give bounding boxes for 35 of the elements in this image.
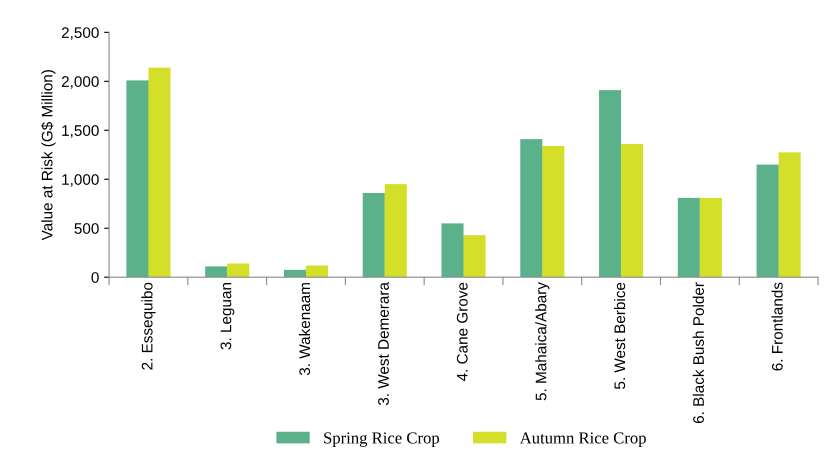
bar xyxy=(227,263,250,278)
bar xyxy=(542,146,564,278)
x-tick-label: 5. West Berbice xyxy=(614,282,626,390)
x-tick-label: 2. Essequibo xyxy=(141,282,156,370)
bar xyxy=(464,235,486,278)
bar xyxy=(778,152,801,278)
y-axis-title: Value at Risk (G$ Million) xyxy=(41,70,56,240)
bar xyxy=(384,184,407,278)
x-tick-label: 6. Black Bush Polder xyxy=(692,282,704,424)
bar xyxy=(520,139,542,278)
y-tick-label: 0 xyxy=(91,272,99,283)
bar xyxy=(441,223,464,278)
x-tick-label: 4. Cane Grove xyxy=(456,282,468,382)
x-tick-label: 3. Leguan xyxy=(220,283,234,350)
x-tick-label: 6. Frontlands xyxy=(772,282,783,370)
y-tick-label: 1,000 xyxy=(62,174,99,187)
bar xyxy=(126,80,148,278)
x-tick-label: 3. West Demerara xyxy=(378,282,389,406)
x-tick-label: 5. Mahaica/Abary xyxy=(535,282,550,400)
bar xyxy=(599,90,622,278)
bar xyxy=(678,198,700,278)
bar xyxy=(306,265,328,278)
bar xyxy=(621,144,644,278)
bar xyxy=(756,164,779,278)
legend-label: Autumn Rice Crop xyxy=(520,432,646,447)
legend-label: Spring Rice Crop xyxy=(324,432,440,447)
y-tick-label: 500 xyxy=(74,223,99,234)
x-tick-label: 3. Wakenaam xyxy=(298,283,310,376)
bar xyxy=(362,192,385,278)
y-tick-label: 1,500 xyxy=(62,125,99,138)
y-tick-label: 2,000 xyxy=(62,76,99,89)
bar xyxy=(148,68,171,278)
bar xyxy=(205,266,228,278)
bar xyxy=(700,198,722,278)
y-tick-label: 2,500 xyxy=(62,27,99,40)
